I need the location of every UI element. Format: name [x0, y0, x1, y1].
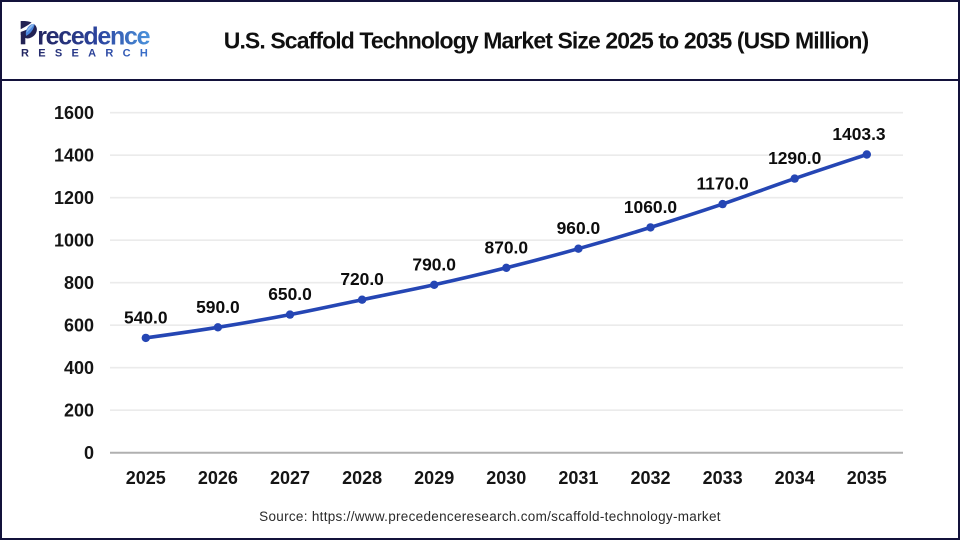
svg-text:400: 400: [64, 358, 94, 378]
svg-text:recedence: recedence: [37, 23, 150, 51]
svg-text:720.0: 720.0: [340, 269, 384, 289]
svg-text:1400: 1400: [54, 146, 94, 166]
svg-text:2035: 2035: [847, 468, 887, 488]
svg-text:960.0: 960.0: [557, 218, 601, 238]
svg-text:2028: 2028: [342, 468, 382, 488]
svg-text:2034: 2034: [775, 468, 815, 488]
svg-text:1170.0: 1170.0: [696, 174, 748, 194]
svg-text:2031: 2031: [558, 468, 598, 488]
svg-text:200: 200: [64, 401, 94, 421]
svg-text:Source: https://www.precedence: Source: https://www.precedenceresearch.c…: [259, 509, 721, 524]
svg-text:1200: 1200: [54, 188, 94, 208]
svg-text:1403.3: 1403.3: [832, 124, 886, 144]
svg-text:2025: 2025: [126, 468, 166, 488]
svg-text:800: 800: [64, 273, 94, 293]
svg-text:2027: 2027: [270, 468, 310, 488]
svg-text:600: 600: [64, 316, 94, 336]
svg-text:2029: 2029: [414, 468, 454, 488]
svg-text:0: 0: [84, 443, 94, 463]
svg-text:1290.0: 1290.0: [768, 148, 821, 168]
svg-text:1000: 1000: [54, 231, 94, 251]
svg-text:590.0: 590.0: [196, 297, 240, 317]
svg-text:790.0: 790.0: [412, 254, 456, 274]
svg-text:870.0: 870.0: [485, 237, 529, 257]
svg-text:540.0: 540.0: [124, 307, 168, 327]
svg-text:2026: 2026: [198, 468, 238, 488]
svg-text:2033: 2033: [703, 468, 743, 488]
svg-text:2032: 2032: [630, 468, 670, 488]
svg-text:1600: 1600: [54, 103, 94, 123]
svg-text:1060.0: 1060.0: [624, 197, 677, 217]
svg-text:650.0: 650.0: [268, 284, 312, 304]
svg-text:RESEARCH: RESEARCH: [21, 48, 157, 60]
svg-text:2030: 2030: [486, 468, 526, 488]
